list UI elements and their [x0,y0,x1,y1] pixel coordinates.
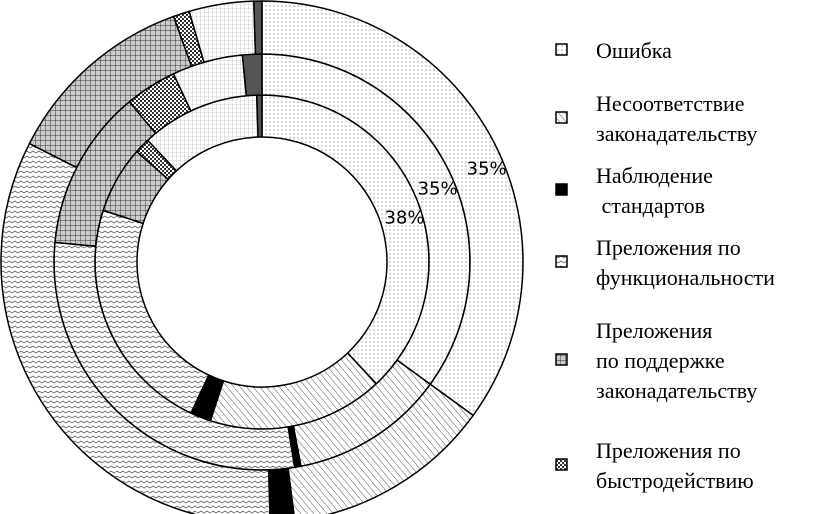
donut-segment [241,53,263,97]
legend-swatch [555,353,568,366]
legend-swatch [555,183,568,196]
data-label: 35% [467,158,507,179]
donut-segment [0,142,271,514]
legend-swatch [555,458,568,471]
legend-label: Наблюдение стандартов [596,163,713,218]
legend-label: Преложения по поддержке законадательству [596,318,757,403]
legend-swatch [555,43,568,56]
legend-label: Несоответствие законадательству [596,91,757,146]
donut-segment [255,94,263,138]
legend-label: Преложения по функциональности [596,235,775,290]
data-label: 35% [418,179,458,200]
data-label: 38% [384,207,424,228]
legend-label: Ошибка [596,38,672,63]
legend-swatch [555,255,568,268]
donut-segment [253,0,263,55]
legend-label: Преложения по быстродействию [596,438,754,493]
legend-swatch [555,111,568,124]
